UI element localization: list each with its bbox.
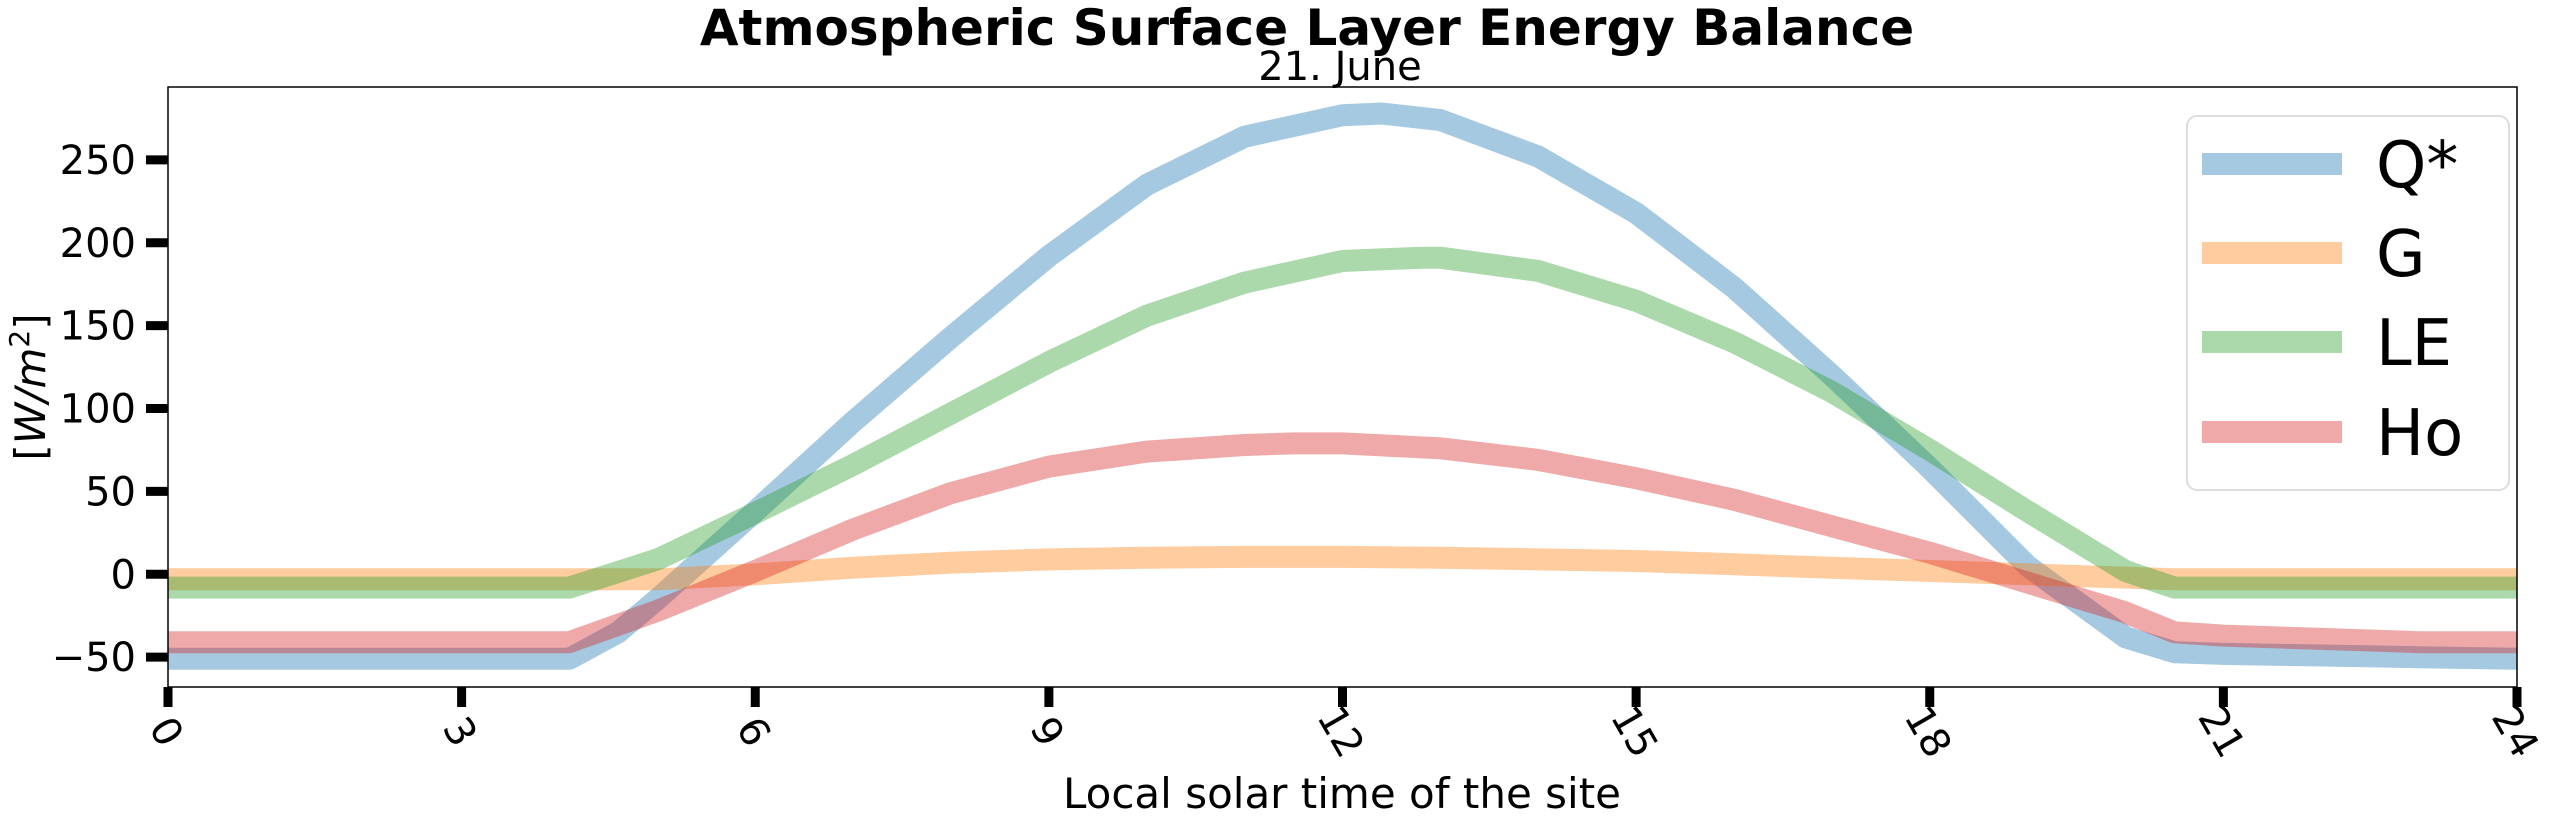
y-axis-label-close: ]: [6, 313, 55, 329]
legend-label-2: LE: [2376, 307, 2452, 381]
legend-label-3: Ho: [2376, 397, 2463, 471]
legend-label-0: Q*: [2376, 129, 2458, 203]
y-axis: −50 0 50 100 150 200 250: [52, 138, 168, 681]
y-axis-label-open: [: [6, 444, 55, 460]
y-tick-label-3: 100: [60, 387, 136, 433]
x-tick-label-4: 12: [1308, 698, 1373, 765]
y-tick-label-1: 0: [111, 552, 136, 598]
legend-label-1: G: [2376, 218, 2426, 292]
legend: Q* G LE Ho: [2186, 115, 2510, 491]
series-line-0: [168, 102, 2518, 670]
plot-area: [168, 102, 2518, 670]
legend-frame: [2186, 115, 2510, 491]
x-tick-label-3: 9: [1020, 709, 1073, 754]
y-axis-label-unit: W/m: [6, 348, 55, 445]
y-tick-label-0: −50: [52, 635, 136, 681]
y-axis-label: [W/m2]: [3, 313, 55, 460]
x-tick-label-8: 24: [2482, 698, 2547, 765]
chart-subtitle: 21. June: [1258, 44, 1421, 90]
x-tick-label-7: 21: [2188, 698, 2253, 765]
x-axis: 0 3 6 9 12 15 18 21 24: [139, 687, 2547, 766]
y-tick-label-6: 250: [60, 138, 136, 184]
x-tick-label-6: 18: [1895, 698, 1960, 765]
y-tick-label-5: 200: [60, 221, 136, 267]
series-line-1: [168, 545, 2517, 591]
x-tick-label-0: 0: [139, 709, 192, 754]
series-line-3: [168, 432, 2517, 654]
y-tick-label-2: 50: [85, 469, 136, 515]
x-axis-label: Local solar time of the site: [1063, 769, 1621, 818]
x-tick-label-2: 6: [727, 709, 780, 754]
series-line-2: [168, 246, 2517, 599]
chart-title: Atmospheric Surface Layer Energy Balance: [700, 0, 1914, 57]
y-axis-label-sup: 2: [3, 330, 36, 348]
x-tick-label-1: 3: [433, 709, 486, 754]
x-tick-label-5: 15: [1601, 698, 1666, 765]
y-tick-label-4: 150: [60, 304, 136, 350]
